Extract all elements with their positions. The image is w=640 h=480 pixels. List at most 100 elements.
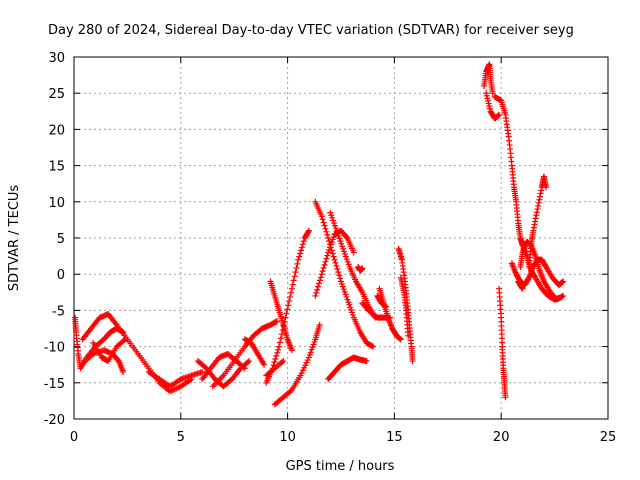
x-tick-label: 15 <box>386 430 403 445</box>
series-arc-27 <box>525 173 550 270</box>
data-point <box>319 268 326 275</box>
y-tick-label: -10 <box>44 341 65 356</box>
data-point <box>318 213 325 220</box>
data-point <box>274 349 281 356</box>
series-arc-21 <box>397 274 412 339</box>
data-point <box>496 111 503 118</box>
data-point <box>519 285 526 292</box>
data-point <box>312 292 319 299</box>
data-point <box>288 285 295 292</box>
series-arc-12 <box>271 321 323 408</box>
data-point <box>536 196 543 203</box>
series-arc-28 <box>496 285 509 401</box>
x-tick-label: 20 <box>493 430 510 445</box>
data-point <box>290 277 297 284</box>
data-point <box>298 247 305 254</box>
data-point <box>530 227 537 234</box>
data-point <box>273 352 280 359</box>
data-point <box>533 209 540 216</box>
axis-ticks: 0 5 10 15 20 25 -20 -15 -10 -5 0 5 10 15 20 25 30 <box>44 51 617 445</box>
chart-title: Day 280 of 2024, Sidereal Day-to-day VTE… <box>48 23 574 38</box>
data-point <box>535 199 542 206</box>
series-arc-31 <box>374 292 389 310</box>
data-point <box>292 269 299 276</box>
data-point <box>323 255 330 262</box>
data-point <box>327 244 334 251</box>
y-tick-label: -20 <box>44 413 65 428</box>
data-point <box>336 272 343 279</box>
y-tick-label: -5 <box>52 304 65 319</box>
data-point <box>297 250 304 257</box>
data-point <box>272 356 279 363</box>
grid-lines <box>74 57 608 419</box>
data-point <box>543 184 550 191</box>
data-point <box>530 224 537 231</box>
data-point <box>299 241 306 248</box>
data-point <box>120 368 127 375</box>
data-point <box>298 244 305 251</box>
series-arc-7 <box>199 350 248 383</box>
data-point <box>271 359 278 366</box>
series-arc-17 <box>325 354 370 383</box>
x-axis-label: GPS time / hours <box>286 459 395 474</box>
data-point <box>288 347 295 354</box>
data-point <box>535 202 542 209</box>
data-point <box>320 264 327 271</box>
data-point <box>279 327 286 334</box>
data-point <box>350 249 357 256</box>
data-point <box>322 258 329 265</box>
data-point <box>329 250 336 257</box>
data-point <box>261 361 268 368</box>
data-point <box>409 358 416 365</box>
series-arc-24 <box>491 93 565 303</box>
data-point <box>284 306 291 313</box>
data-point <box>322 225 329 232</box>
data-point <box>318 271 325 278</box>
y-tick-label: 20 <box>48 123 65 138</box>
data-point <box>276 343 283 350</box>
series-arc-2 <box>79 311 195 395</box>
data-point <box>331 256 338 263</box>
data-point <box>282 314 289 321</box>
data-point <box>305 227 312 234</box>
data-point <box>280 358 287 365</box>
data-point <box>287 388 294 395</box>
y-tick-label: -15 <box>44 377 65 392</box>
data-point <box>324 252 331 259</box>
series-arc-30 <box>355 263 366 274</box>
data-point <box>293 264 300 271</box>
data-point <box>246 358 253 365</box>
data-point <box>337 275 344 282</box>
y-tick-label: 30 <box>48 51 65 66</box>
data-point <box>370 343 377 350</box>
series-arc-15 <box>312 198 377 350</box>
data-point <box>502 394 509 401</box>
data-point <box>382 303 389 310</box>
data-point <box>359 265 366 272</box>
data-point <box>305 228 312 235</box>
data-point <box>300 238 307 245</box>
series-arc-8 <box>209 318 280 390</box>
data-point <box>363 358 370 365</box>
data-point <box>328 247 335 254</box>
data-point <box>316 321 323 328</box>
data-point <box>537 190 544 197</box>
data-point <box>320 219 327 226</box>
data-point <box>343 233 350 240</box>
data-point <box>122 336 129 343</box>
data-point <box>281 318 288 325</box>
data-point <box>244 359 251 366</box>
data-point <box>289 281 296 288</box>
data-point <box>315 283 322 290</box>
data-point <box>335 269 342 276</box>
x-tick-label: 10 <box>279 430 296 445</box>
data-point <box>560 292 567 299</box>
data-point <box>273 318 280 325</box>
data-point <box>280 322 287 329</box>
data-point <box>330 253 337 260</box>
y-tick-label: 0 <box>57 268 65 283</box>
data-point <box>241 365 248 372</box>
data-points <box>72 61 567 408</box>
data-point <box>316 280 323 287</box>
data-point <box>121 337 128 344</box>
